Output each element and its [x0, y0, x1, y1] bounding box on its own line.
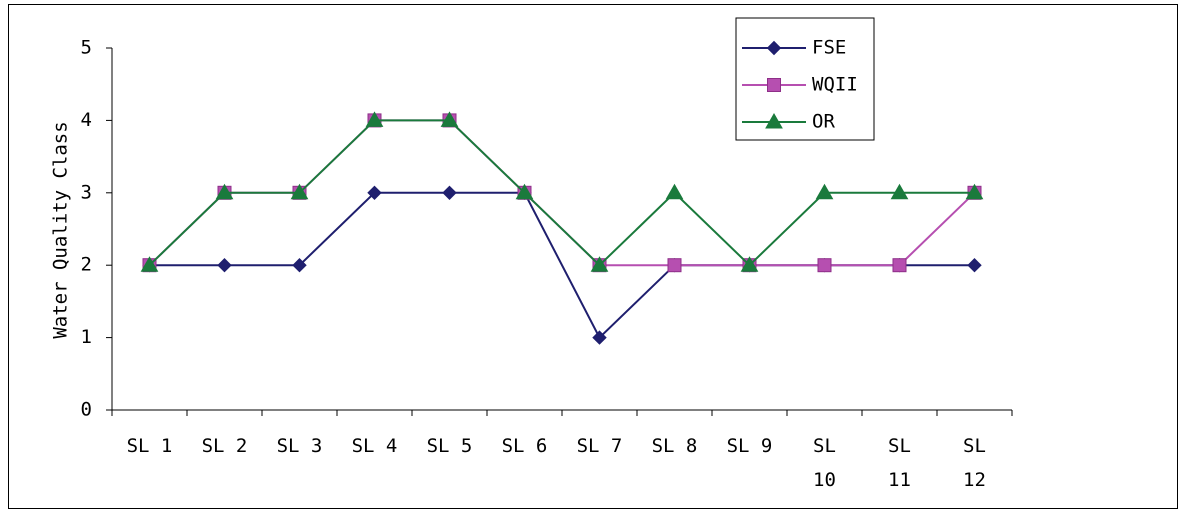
data-point [440, 111, 459, 127]
x-tick-label: SL 3 [277, 435, 323, 457]
data-point [967, 257, 982, 273]
x-tick-label: SL [963, 435, 986, 457]
data-point [367, 185, 382, 201]
data-point [890, 183, 909, 200]
x-tick-label: SL 2 [202, 435, 248, 457]
y-tick-label: 4 [81, 109, 92, 131]
data-point [815, 183, 834, 200]
data-point [892, 258, 907, 273]
y-tick-label: 0 [81, 399, 92, 421]
y-tick-label: 5 [81, 37, 92, 59]
series-layer [140, 111, 984, 345]
legend-box [735, 17, 875, 141]
series-or [140, 111, 984, 272]
data-point [292, 257, 307, 273]
data-point [215, 183, 234, 200]
data-point [740, 256, 759, 272]
y-tick-label: 2 [81, 254, 92, 276]
x-tick-label: SL 1 [127, 435, 173, 457]
legend-label: FSE [812, 37, 846, 59]
y-axis-title: Water Quality Class [50, 121, 72, 338]
x-tick-label: SL 9 [727, 435, 773, 457]
x-tick-label: SL 8 [652, 435, 698, 457]
data-point [592, 330, 607, 345]
series-line [148, 119, 975, 267]
x-tick-label: SL 6 [502, 435, 548, 457]
y-tick-label: 3 [81, 181, 92, 203]
x-tick-label: SL 4 [352, 435, 398, 457]
data-point [217, 257, 232, 273]
legend: FSE WQII OR [735, 17, 875, 141]
y-tick-label: 1 [81, 326, 92, 348]
legend-marker [765, 112, 783, 129]
x-tick-label: 10 [813, 469, 836, 491]
x-tick-label: SL [813, 435, 836, 457]
data-point [442, 185, 457, 201]
data-point [590, 256, 609, 272]
data-point [665, 183, 684, 200]
data-point [515, 183, 534, 200]
data-point [817, 258, 832, 273]
data-point [667, 258, 682, 273]
legend-marker [767, 78, 781, 92]
data-point [290, 183, 309, 200]
chart-frame [8, 4, 1178, 509]
legend-label: OR [812, 111, 835, 133]
x-tick-label: SL 7 [577, 435, 623, 457]
x-tick-label: 12 [963, 469, 986, 491]
x-tick-label: SL 5 [427, 435, 473, 457]
data-point [965, 183, 984, 200]
legend-label: WQII [812, 74, 858, 96]
x-tick-label: SL [888, 435, 911, 457]
legend-item-or: OR [742, 111, 835, 133]
data-point [365, 111, 384, 127]
legend-item-fse: FSE [742, 37, 846, 59]
x-tick-label: 11 [888, 469, 911, 491]
data-point [140, 256, 159, 272]
legend-item-wqii: WQII [742, 74, 858, 96]
legend-marker [766, 40, 782, 56]
